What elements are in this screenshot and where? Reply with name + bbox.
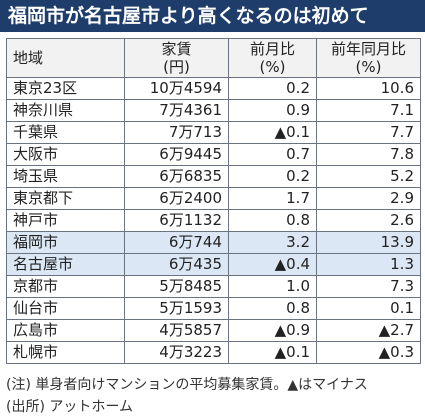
cell-rent: 6万744 (124, 231, 229, 254)
cell-rent: 5万1593 (124, 297, 229, 320)
cell-yoy: 7.8 (316, 143, 421, 166)
cell-yoy: 7.7 (316, 121, 421, 144)
cell-rent: 7万4361 (124, 99, 229, 122)
cell-rent: 4万3223 (124, 341, 229, 364)
cell-yoy: 10.6 (316, 77, 421, 100)
cell-mom: 3.2 (228, 231, 317, 254)
cell-mom: 0.8 (228, 209, 317, 232)
cell-region: 東京23区 (6, 77, 125, 100)
cell-mom: 1.7 (228, 187, 317, 210)
cell-yoy: 1.3 (316, 253, 421, 276)
cell-region: 仙台市 (6, 297, 125, 320)
cell-rent: 6万2400 (124, 187, 229, 210)
cell-mom: 0.8 (228, 297, 317, 320)
table-row: 京都市 5万8485 1.0 7.3 (6, 275, 421, 298)
cell-rent: 10万4594 (124, 77, 229, 100)
table-row: 札幌市 4万3223 ▲0.1 ▲0.3 (6, 341, 421, 364)
cell-yoy: 5.2 (316, 165, 421, 188)
cell-region: 東京都下 (6, 187, 125, 210)
cell-rent: 4万5857 (124, 319, 229, 342)
table-row: 埼玉県 6万6835 0.2 5.2 (6, 165, 421, 188)
cell-yoy: 2.9 (316, 187, 421, 210)
cell-yoy: 13.9 (316, 231, 421, 254)
cell-region: 大阪市 (6, 143, 125, 166)
header-mom: 前月比 (%) (228, 38, 317, 78)
cell-region: 名古屋市 (6, 253, 125, 276)
table-row-highlighted: 名古屋市 6万435 ▲0.4 1.3 (6, 253, 421, 276)
cell-mom: ▲0.1 (228, 341, 317, 364)
cell-rent: 6万6835 (124, 165, 229, 188)
cell-mom: ▲0.9 (228, 319, 317, 342)
cell-region: 札幌市 (6, 341, 125, 364)
cell-region: 広島市 (6, 319, 125, 342)
cell-yoy: 2.6 (316, 209, 421, 232)
header-rent: 家賃 (円) (124, 38, 229, 78)
cell-yoy: ▲2.7 (316, 319, 421, 342)
cell-rent: 6万435 (124, 253, 229, 276)
table-row: 広島市 4万5857 ▲0.9 ▲2.7 (6, 319, 421, 342)
table-row: 大阪市 6万9445 0.7 7.8 (6, 143, 421, 166)
table-row: 東京都下 6万2400 1.7 2.9 (6, 187, 421, 210)
page-title: 福岡市が名古屋市より高くなるのは初めて (0, 0, 425, 32)
cell-yoy: 7.1 (316, 99, 421, 122)
cell-region: 福岡市 (6, 231, 125, 254)
table-row: 仙台市 5万1593 0.8 0.1 (6, 297, 421, 320)
cell-region: 千葉県 (6, 121, 125, 144)
cell-mom: 1.0 (228, 275, 317, 298)
cell-region: 神戸市 (6, 209, 125, 232)
cell-mom: 0.2 (228, 165, 317, 188)
cell-mom: 0.9 (228, 99, 317, 122)
header-region: 地域 (6, 38, 125, 78)
cell-yoy: ▲0.3 (316, 341, 421, 364)
cell-rent: 5万8485 (124, 275, 229, 298)
cell-region: 神奈川県 (6, 99, 125, 122)
table-header-row: 地域 家賃 (円) 前月比 (%) 前年同月比 (%) (6, 38, 421, 78)
table-row: 千葉県 7万713 ▲0.1 7.7 (6, 121, 421, 144)
footnote: (注) 単身者向けマンションの平均募集家賃。▲はマイナス (6, 377, 368, 393)
table-row: 神奈川県 7万4361 0.9 7.1 (6, 99, 421, 122)
table-row: 東京23区 10万4594 0.2 10.6 (6, 77, 421, 100)
cell-yoy: 0.1 (316, 297, 421, 320)
source-credit: (出所) アットホーム (6, 399, 133, 415)
cell-mom: ▲0.1 (228, 121, 317, 144)
cell-mom: 0.2 (228, 77, 317, 100)
cell-region: 埼玉県 (6, 165, 125, 188)
cell-mom: 0.7 (228, 143, 317, 166)
cell-rent: 7万713 (124, 121, 229, 144)
cell-rent: 6万1132 (124, 209, 229, 232)
header-yoy: 前年同月比 (%) (316, 38, 421, 78)
cell-region: 京都市 (6, 275, 125, 298)
table-row: 神戸市 6万1132 0.8 2.6 (6, 209, 421, 232)
table-row-highlighted: 福岡市 6万744 3.2 13.9 (6, 231, 421, 254)
cell-yoy: 7.3 (316, 275, 421, 298)
rent-table: 地域 家賃 (円) 前月比 (%) 前年同月比 (%) 東京23区 10万4594 0.2… (6, 38, 421, 364)
cell-mom: ▲0.4 (228, 253, 317, 276)
cell-rent: 6万9445 (124, 143, 229, 166)
